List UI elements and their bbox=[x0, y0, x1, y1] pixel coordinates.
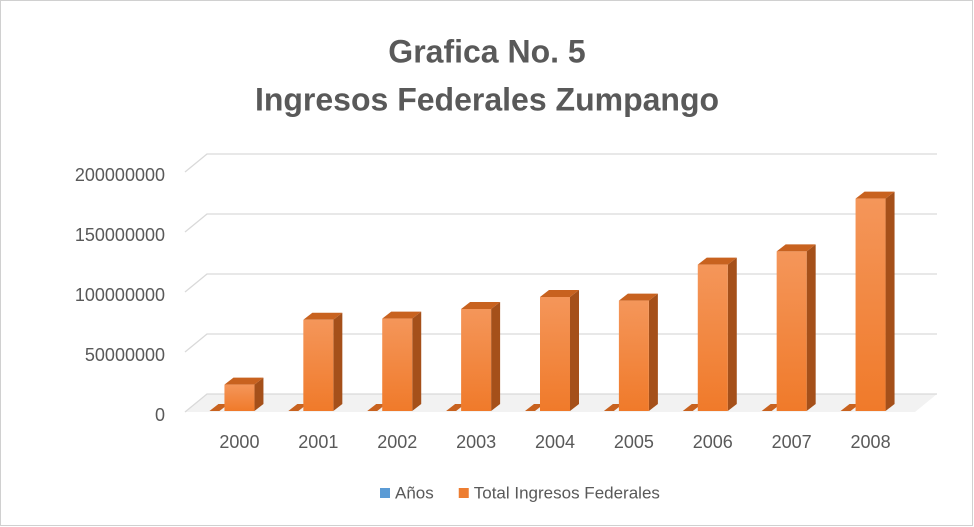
grid-line bbox=[184, 273, 937, 293]
bar-top bbox=[855, 191, 895, 199]
bar-top bbox=[367, 403, 387, 411]
bar-front bbox=[303, 319, 334, 411]
bar-side bbox=[412, 311, 422, 411]
bar-front bbox=[540, 297, 570, 411]
bar-side bbox=[491, 302, 501, 411]
x-tick-label: 2004 bbox=[535, 432, 575, 452]
bar bbox=[618, 293, 658, 411]
bar-top bbox=[382, 311, 422, 319]
bar-side bbox=[806, 244, 816, 411]
bar-top bbox=[224, 377, 264, 385]
chart-title: Ingresos Federales Zumpango bbox=[255, 81, 719, 117]
bar-front bbox=[461, 309, 492, 411]
y-tick-label: 150000000 bbox=[75, 225, 165, 245]
bar-front bbox=[224, 384, 255, 411]
bar bbox=[461, 302, 501, 411]
bar-top bbox=[776, 244, 816, 252]
y-tick-label: 0 bbox=[155, 405, 165, 425]
bar-side bbox=[648, 293, 658, 411]
x-tick-label: 2006 bbox=[693, 432, 733, 452]
grid-line bbox=[184, 213, 937, 233]
x-tick-label: 2008 bbox=[851, 432, 891, 452]
bar-front bbox=[697, 264, 728, 411]
bar-front bbox=[776, 251, 807, 411]
bar-top bbox=[682, 403, 702, 411]
bar-side bbox=[727, 257, 737, 411]
bar-top bbox=[540, 290, 579, 297]
x-tick-label: 2001 bbox=[298, 432, 338, 452]
bar bbox=[224, 377, 264, 411]
legend-swatch bbox=[458, 488, 469, 498]
legend-swatch bbox=[380, 488, 390, 498]
bar-side bbox=[254, 377, 264, 411]
x-tick-label: 2005 bbox=[614, 432, 654, 452]
bar-side bbox=[333, 312, 343, 411]
bar-top bbox=[525, 403, 544, 411]
grid-line bbox=[184, 333, 937, 353]
legend-label: Total Ingresos Federales bbox=[474, 483, 660, 502]
bar-side bbox=[570, 290, 579, 411]
bar bbox=[382, 311, 422, 411]
grid-line bbox=[184, 153, 937, 173]
grid-line bbox=[184, 393, 937, 413]
x-tick-label: 2007 bbox=[772, 432, 812, 452]
bar-top bbox=[288, 403, 308, 411]
bar-top bbox=[761, 403, 781, 411]
bar bbox=[697, 257, 737, 411]
bar-front bbox=[618, 300, 649, 411]
x-tick-label: 2003 bbox=[456, 432, 496, 452]
bar-top bbox=[209, 403, 229, 411]
bar bbox=[540, 290, 579, 411]
bar-front bbox=[855, 198, 886, 411]
y-tick-label: 200000000 bbox=[75, 165, 165, 185]
bar bbox=[855, 191, 895, 411]
bar-front bbox=[382, 318, 413, 411]
bar bbox=[303, 312, 343, 411]
x-tick-label: 2002 bbox=[377, 432, 417, 452]
bar-top bbox=[697, 257, 737, 265]
bar bbox=[776, 244, 816, 411]
legend-label: Años bbox=[395, 483, 434, 502]
y-tick-label: 100000000 bbox=[75, 285, 165, 305]
bar-top bbox=[461, 302, 501, 309]
bar-top bbox=[303, 312, 343, 320]
bar-top bbox=[840, 403, 860, 411]
y-tick-label: 50000000 bbox=[85, 345, 165, 365]
chart-title: Grafica No. 5 bbox=[388, 33, 585, 69]
bar-top bbox=[603, 403, 623, 411]
x-tick-label: 2000 bbox=[219, 432, 259, 452]
bar-side bbox=[885, 191, 895, 411]
bar-top bbox=[446, 403, 466, 411]
bar-top bbox=[618, 293, 658, 301]
